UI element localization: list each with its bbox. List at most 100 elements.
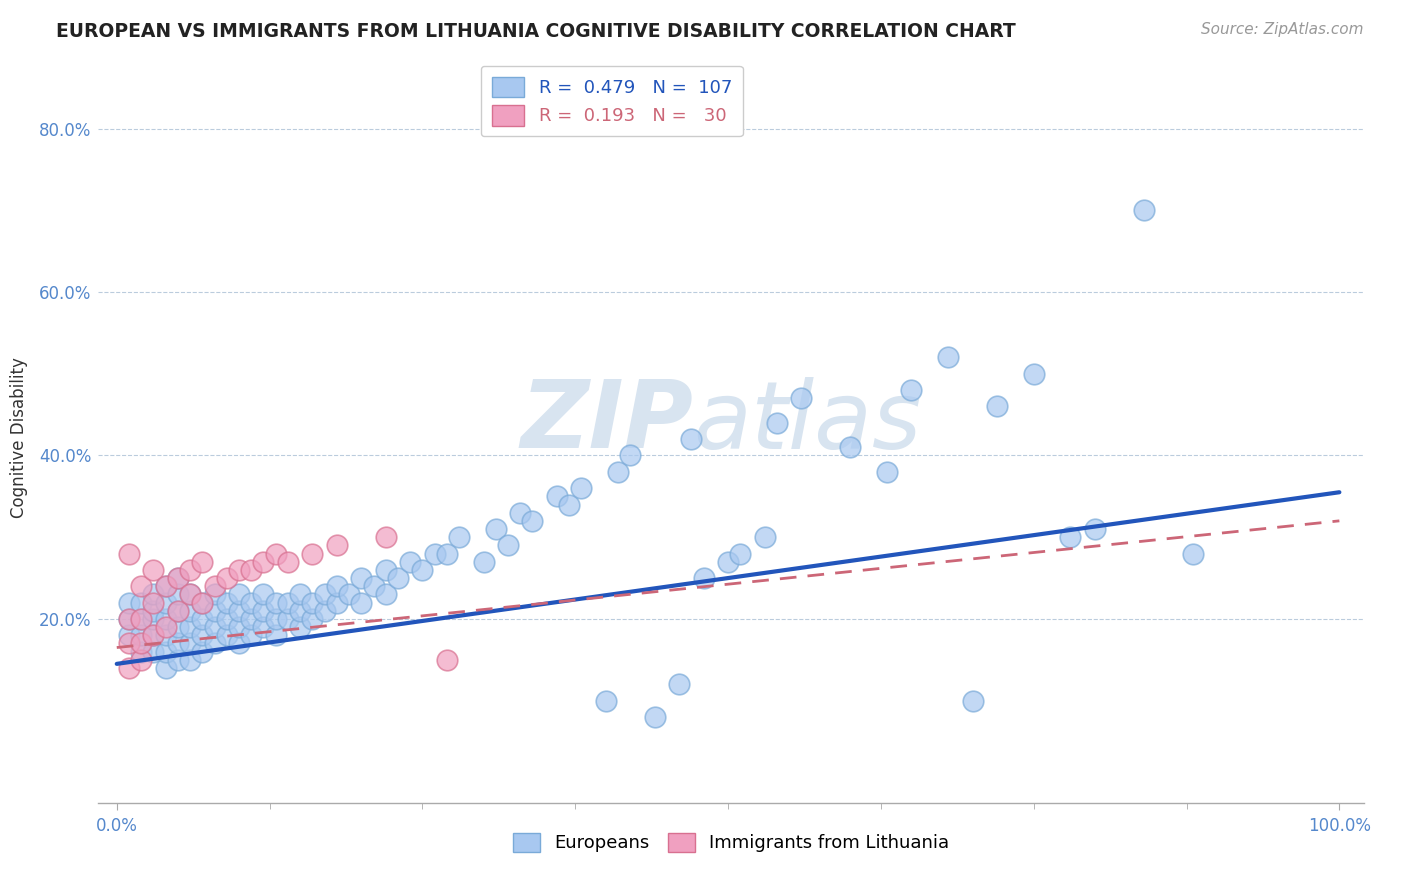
- Point: [204, 579, 226, 593]
- Point: [350, 596, 373, 610]
- Point: [191, 612, 214, 626]
- Point: [350, 571, 373, 585]
- Point: [546, 489, 568, 503]
- Point: [167, 604, 190, 618]
- Point: [485, 522, 508, 536]
- Point: [1181, 547, 1204, 561]
- Point: [252, 604, 274, 618]
- Point: [179, 563, 201, 577]
- Point: [264, 547, 287, 561]
- Point: [314, 604, 336, 618]
- Point: [558, 498, 581, 512]
- Point: [179, 604, 201, 618]
- Point: [301, 596, 323, 610]
- Point: [118, 628, 141, 642]
- Point: [191, 596, 214, 610]
- Point: [228, 563, 250, 577]
- Point: [142, 628, 165, 642]
- Point: [277, 612, 299, 626]
- Point: [179, 636, 201, 650]
- Point: [668, 677, 690, 691]
- Point: [129, 628, 152, 642]
- Point: [228, 604, 250, 618]
- Point: [509, 506, 531, 520]
- Point: [129, 596, 152, 610]
- Point: [449, 530, 471, 544]
- Point: [730, 547, 752, 561]
- Point: [142, 628, 165, 642]
- Point: [142, 645, 165, 659]
- Point: [240, 563, 263, 577]
- Point: [411, 563, 433, 577]
- Point: [155, 596, 177, 610]
- Point: [374, 530, 396, 544]
- Point: [167, 653, 190, 667]
- Point: [337, 587, 360, 601]
- Point: [962, 693, 984, 707]
- Point: [607, 465, 630, 479]
- Point: [179, 653, 201, 667]
- Point: [155, 628, 177, 642]
- Point: [374, 563, 396, 577]
- Point: [692, 571, 714, 585]
- Point: [215, 596, 238, 610]
- Point: [1059, 530, 1081, 544]
- Point: [496, 538, 519, 552]
- Point: [472, 555, 495, 569]
- Point: [314, 587, 336, 601]
- Point: [142, 587, 165, 601]
- Point: [264, 628, 287, 642]
- Point: [155, 620, 177, 634]
- Point: [155, 612, 177, 626]
- Point: [167, 636, 190, 650]
- Point: [288, 620, 311, 634]
- Point: [374, 587, 396, 601]
- Point: [129, 612, 152, 626]
- Point: [240, 612, 263, 626]
- Point: [129, 612, 152, 626]
- Point: [167, 604, 190, 618]
- Point: [118, 661, 141, 675]
- Point: [264, 596, 287, 610]
- Point: [129, 636, 152, 650]
- Point: [619, 449, 641, 463]
- Point: [228, 587, 250, 601]
- Point: [1132, 203, 1154, 218]
- Point: [986, 400, 1008, 414]
- Point: [118, 636, 141, 650]
- Point: [326, 579, 349, 593]
- Point: [142, 612, 165, 626]
- Point: [326, 596, 349, 610]
- Point: [754, 530, 776, 544]
- Point: [118, 612, 141, 626]
- Point: [142, 563, 165, 577]
- Point: [326, 538, 349, 552]
- Point: [681, 432, 703, 446]
- Point: [215, 628, 238, 642]
- Point: [277, 555, 299, 569]
- Text: Source: ZipAtlas.com: Source: ZipAtlas.com: [1201, 22, 1364, 37]
- Point: [167, 587, 190, 601]
- Point: [129, 645, 152, 659]
- Point: [155, 661, 177, 675]
- Point: [252, 620, 274, 634]
- Point: [155, 579, 177, 593]
- Point: [204, 620, 226, 634]
- Point: [363, 579, 385, 593]
- Point: [167, 620, 190, 634]
- Point: [167, 571, 190, 585]
- Point: [142, 604, 165, 618]
- Point: [277, 596, 299, 610]
- Point: [240, 596, 263, 610]
- Point: [191, 645, 214, 659]
- Point: [118, 547, 141, 561]
- Point: [129, 653, 152, 667]
- Text: EUROPEAN VS IMMIGRANTS FROM LITHUANIA COGNITIVE DISABILITY CORRELATION CHART: EUROPEAN VS IMMIGRANTS FROM LITHUANIA CO…: [56, 22, 1017, 41]
- Legend: Europeans, Immigrants from Lithuania: Europeans, Immigrants from Lithuania: [506, 826, 956, 860]
- Point: [204, 587, 226, 601]
- Point: [1084, 522, 1107, 536]
- Point: [191, 596, 214, 610]
- Text: atlas: atlas: [693, 377, 921, 468]
- Point: [399, 555, 422, 569]
- Point: [155, 579, 177, 593]
